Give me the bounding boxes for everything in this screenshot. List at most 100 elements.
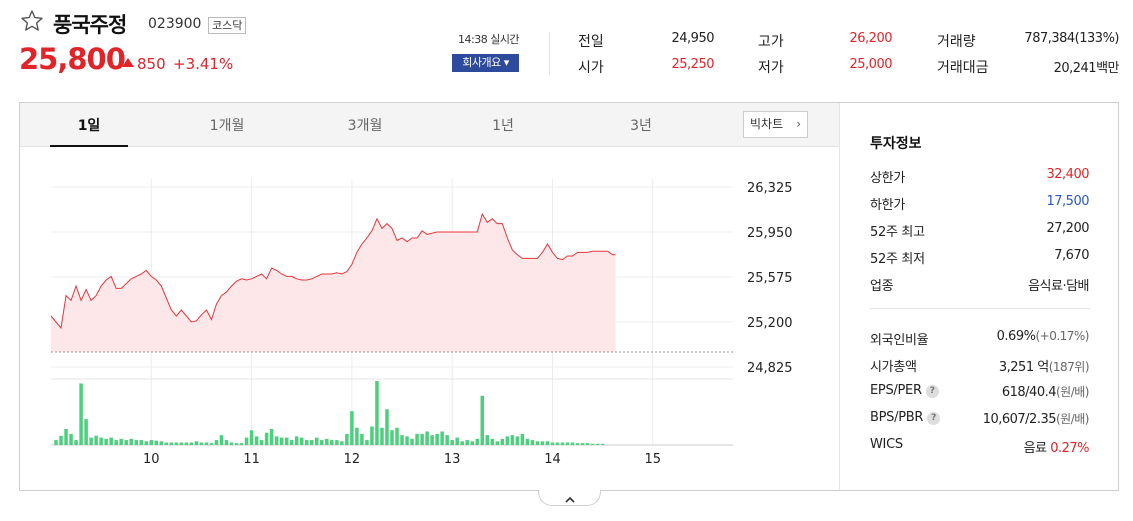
volume-bar (219, 435, 224, 445)
eps-per-label-text: EPS/PER (870, 383, 922, 398)
price-area (51, 214, 616, 352)
market-cap-rank: (187위) (1048, 360, 1090, 374)
volume-bar (390, 430, 394, 445)
volume-bar (345, 433, 349, 445)
tab-3month[interactable]: 3개월 (347, 118, 383, 134)
volume-bar (475, 438, 480, 445)
volume-bar (284, 437, 289, 445)
company-overview-button[interactable]: 회사개요 ▾ (452, 54, 519, 72)
help-icon[interactable]: ? (927, 412, 941, 425)
volume-bar (124, 440, 128, 445)
volume-bar (415, 433, 419, 445)
volume-bar (495, 441, 500, 445)
volume-bar (410, 438, 414, 445)
volume-bar (199, 442, 204, 445)
volume-bar (139, 440, 144, 445)
foreign-ratio-change: (+0.17%) (1035, 329, 1089, 343)
wics-sector[interactable]: 음료 (1023, 441, 1047, 456)
volume-bar (299, 437, 304, 445)
x-tick-label: 15 (644, 452, 661, 467)
y-tick-label: 25,950 (747, 226, 793, 241)
volume-bar (89, 437, 93, 445)
tab-1day[interactable]: 1일 (77, 118, 101, 134)
volume-bar (214, 440, 219, 445)
volume-bar (460, 441, 464, 445)
volume-bar (315, 437, 319, 445)
volume-bar (490, 438, 495, 445)
volume-bar (340, 441, 344, 445)
y-tick-label: 25,575 (747, 271, 793, 286)
volume-bar (254, 436, 259, 445)
sector-value[interactable]: 음식료·담배 (1028, 279, 1089, 294)
favorite-star-icon[interactable] (20, 9, 44, 33)
chevron-right-icon: › (796, 117, 801, 131)
volume-bar (59, 435, 63, 445)
volume-bar (435, 433, 439, 445)
tab-1month[interactable]: 1개월 (209, 118, 245, 134)
volume-bar (325, 438, 329, 445)
stock-name: 풍국주정 (53, 13, 127, 37)
volume-bar (259, 440, 264, 445)
market-cap-main: 3,251 억 (998, 360, 1049, 375)
x-tick-label: 11 (243, 452, 260, 467)
quote-value-volume: 787,384(133%) (1024, 31, 1119, 46)
volume-bar (430, 435, 434, 445)
volume-bar (64, 429, 68, 445)
volume-bar (79, 383, 83, 445)
volume-bar (204, 442, 209, 445)
volume-bar (555, 442, 560, 445)
volume-bar (310, 440, 314, 445)
volume-bar (149, 440, 154, 445)
volume-bar (249, 430, 254, 445)
volume-bar (209, 443, 214, 445)
volume-bar (274, 436, 279, 445)
volume-bar (174, 442, 179, 445)
volume-bar (565, 442, 570, 445)
quote-label-low: 저가 (758, 60, 784, 76)
volume-bar (184, 442, 189, 445)
active-tab-indicator (50, 145, 128, 147)
foreign-ratio-value: 0.69%(+0.17%) (997, 329, 1090, 344)
quote-value-prev-close: 24,950 (671, 31, 715, 46)
market-cap-label: 시가총액 (870, 360, 917, 375)
price-chart[interactable]: 26,325 25,950 25,575 25,200 24,825 10 11 12 13 14… (20, 147, 839, 490)
quote-label-volume: 거래량 (937, 34, 976, 50)
panel-title: 투자정보 (870, 136, 922, 152)
big-chart-label: 빅차트 (750, 117, 784, 131)
volume-bar (465, 440, 469, 445)
volume-bar (355, 427, 359, 445)
y-tick-label: 24,825 (747, 361, 793, 376)
period-tabs: 1일 1개월 3개월 1년 3년 빅차트 › (20, 103, 839, 147)
x-tick-label: 13 (444, 452, 461, 467)
volume-bar (600, 443, 605, 445)
tab-3year[interactable]: 3년 (630, 118, 652, 134)
collapse-chart-button[interactable] (538, 490, 601, 506)
volume-bar (450, 440, 454, 445)
volume-bar (179, 442, 184, 445)
volume-bar (395, 427, 399, 445)
realtime-label: 14:38 실시간 (458, 33, 520, 46)
volume-bar (169, 442, 174, 445)
quote-label-trade-amount: 거래대금 (937, 60, 989, 76)
volume-bar (515, 436, 520, 445)
bps-pbr-main: 10,607/2.35 (982, 412, 1057, 427)
volume-bar (159, 441, 164, 445)
high-52week-label: 52주 최고 (870, 225, 925, 240)
panel-divider (839, 103, 840, 490)
quote-value-low: 25,000 (849, 57, 893, 72)
volume-bar (525, 438, 530, 445)
low-52week-value: 7,670 (1054, 248, 1089, 263)
x-tick-label: 10 (143, 452, 160, 467)
help-icon[interactable]: ? (925, 385, 939, 398)
lower-limit-value: 17,500 (1046, 194, 1090, 209)
volume-bar (269, 429, 274, 445)
volume-bar (224, 440, 229, 445)
volume-bar (405, 436, 409, 445)
tab-1year[interactable]: 1년 (492, 118, 514, 134)
volume-bar (289, 440, 294, 445)
big-chart-button[interactable]: 빅차트 › (743, 111, 808, 138)
up-triangle-icon (122, 58, 134, 67)
chart-container: 1일 1개월 3개월 1년 3년 빅차트 › 26,325 25,950 25,57… (19, 102, 1119, 491)
market-badge: 코스닥 (208, 17, 247, 34)
x-tick-label: 14 (544, 452, 561, 467)
